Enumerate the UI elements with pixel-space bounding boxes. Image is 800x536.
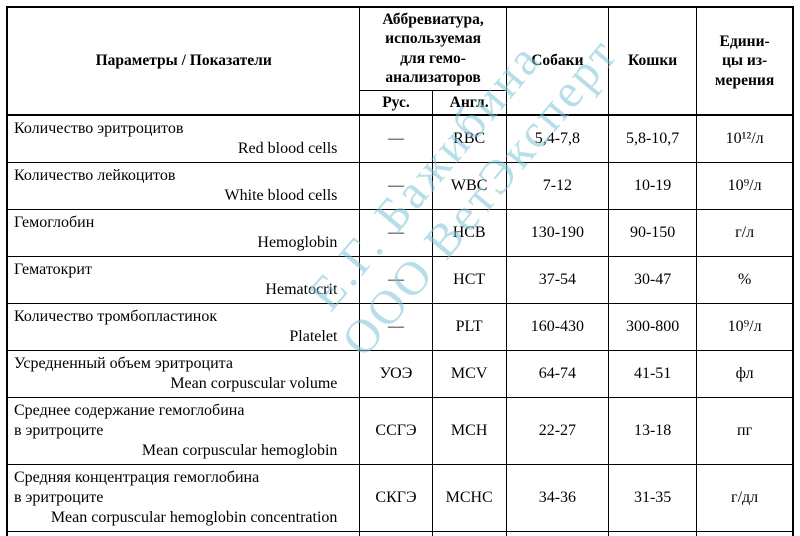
units-cell: 10⁹/л [696, 302, 794, 351]
param-cell: Скорость оседания эритроцитов [6, 530, 361, 536]
abbr-eng-cell: HCB [431, 208, 507, 257]
param-cell: Среднее содержание гемоглобина в эритроц… [6, 396, 361, 465]
table-body: Количество эритроцитов Red blood cells —… [6, 114, 794, 536]
header-dogs: Собаки [505, 6, 610, 116]
abbr-rus-cell: — [359, 114, 433, 163]
abbr-eng-cell: MCHC [431, 463, 507, 532]
abbr-rus-cell: УОЭ [359, 349, 433, 398]
cats-value-cell: 300-800 [607, 302, 698, 351]
param-cell: Усредненный объем эритроцита Mean corpus… [6, 349, 361, 398]
abbr-eng-cell: HCT [431, 255, 507, 304]
table-row: Скорость оседания эритроцитов СОЭ — 2-5 … [6, 530, 794, 536]
param-cell: Гематокрит Hematocrit [6, 255, 361, 304]
units-cell: г/л [696, 208, 794, 257]
param-name-en: Platelet [289, 327, 338, 345]
table-row: Средняя концентрация гемоглобина в эритр… [6, 463, 794, 532]
cats-value-cell: 30-47 [607, 255, 698, 304]
cats-value-cell: 31-35 [607, 463, 698, 532]
abbr-rus-cell: СОЭ [359, 530, 433, 536]
param-name-en: Mean corpuscular volume [170, 374, 338, 392]
header-abbreviation: Аббревиатура, используемая для гемо- ана… [359, 6, 507, 91]
table-row: Количество эритроцитов Red blood cells —… [6, 114, 794, 163]
header-cats: Кошки [607, 6, 698, 116]
dogs-value-cell: 7-12 [505, 161, 610, 210]
table-row: Среднее содержание гемоглобина в эритроц… [6, 396, 794, 465]
table-row: Гематокрит Hematocrit — HCT 37-54 30-47 … [6, 255, 794, 304]
units-cell: 10¹²/л [696, 114, 794, 163]
param-name-ru: Гематокрит [14, 260, 92, 278]
param-name-ru: Количество тромбопластинок [14, 307, 218, 325]
units-cell: фл [696, 349, 794, 398]
header-params: Параметры / Показатели [6, 6, 361, 116]
dogs-value-cell: 34-36 [505, 463, 610, 532]
header-row-main: Параметры / Показатели Аббревиатура, исп… [6, 6, 794, 116]
param-name-en: Hemoglobin [257, 233, 338, 251]
cats-value-cell: 10-19 [607, 161, 698, 210]
units-cell: г/дл [696, 463, 794, 532]
units-cell: мм/ч [696, 530, 794, 536]
abbr-eng-cell: PLT [431, 302, 507, 351]
table-row: Усредненный объем эритроцита Mean corpus… [6, 349, 794, 398]
table-row: Гемоглобин Hemoglobin — HCB 130-190 90-1… [6, 208, 794, 257]
param-name-en: Hematocrit [265, 280, 338, 298]
header-abbr-eng: Англ. [431, 89, 507, 116]
param-name-ru: Гемоглобин [14, 213, 95, 231]
hematology-reference-table: Параметры / Показатели Аббревиатура, исп… [6, 6, 794, 536]
units-cell: % [696, 255, 794, 304]
units-cell: пг [696, 396, 794, 465]
cats-value-cell: 41-51 [607, 349, 698, 398]
abbr-eng-cell: MCV [431, 349, 507, 398]
document-page: Параметры / Показатели Аббревиатура, исп… [0, 6, 800, 536]
abbr-rus-cell: — [359, 255, 433, 304]
param-name-en: White blood cells [224, 186, 338, 204]
param-name-ru: Усредненный объем эритроцита [14, 354, 233, 372]
table-row: Количество лейкоцитов White blood cells … [6, 161, 794, 210]
cats-value-cell: 90-150 [607, 208, 698, 257]
param-name-en: Red blood cells [237, 139, 338, 157]
param-name-ru: Количество эритроцитов [14, 119, 184, 137]
abbr-rus-cell: СКГЭ [359, 463, 433, 532]
abbr-eng-cell: WBC [431, 161, 507, 210]
dogs-value-cell: 22-27 [505, 396, 610, 465]
param-cell: Средняя концентрация гемоглобина в эритр… [6, 463, 361, 532]
param-name-ru: Количество лейкоцитов [14, 166, 176, 184]
abbr-rus-cell: — [359, 208, 433, 257]
dogs-value-cell: 160-430 [505, 302, 610, 351]
abbr-rus-cell: — [359, 302, 433, 351]
param-cell: Гемоглобин Hemoglobin [6, 208, 361, 257]
header-row-sub: Рус. Англ. [7, 89, 793, 116]
param-name-ru: Средняя концентрация гемоглобина в эритр… [14, 468, 260, 506]
param-name-en: Mean corpuscular hemoglobin concentratio… [50, 508, 338, 526]
table-header: Параметры / Показатели Аббревиатура, исп… [6, 6, 794, 116]
cats-value-cell: 13-18 [607, 396, 698, 465]
header-units: Едини- цы из- мерения [696, 6, 794, 116]
dogs-value-cell: 5,4-7,8 [505, 114, 610, 163]
abbr-rus-cell: — [359, 161, 433, 210]
header-abbr-rus: Рус. [359, 89, 433, 116]
param-name-en: Mean corpuscular hemoglobin [141, 441, 338, 459]
param-cell: Количество лейкоцитов White blood cells [6, 161, 361, 210]
param-cell: Количество эритроцитов Red blood cells [6, 114, 361, 163]
table-row: Количество тромбопластинок Platelet — PL… [6, 302, 794, 351]
dogs-value-cell: 64-74 [505, 349, 610, 398]
dogs-value-cell: 2-5 [505, 530, 610, 536]
abbr-eng-cell: MCH [431, 396, 507, 465]
units-cell: 10⁹/л [696, 161, 794, 210]
cats-value-cell: 6-10 [607, 530, 698, 536]
param-name-ru: Среднее содержание гемоглобина в эритроц… [14, 401, 245, 439]
dogs-value-cell: 130-190 [505, 208, 610, 257]
abbr-eng-cell: RBC [431, 114, 507, 163]
param-cell: Количество тромбопластинок Platelet [6, 302, 361, 351]
cats-value-cell: 5,8-10,7 [607, 114, 698, 163]
abbr-eng-cell: — [431, 530, 507, 536]
dogs-value-cell: 37-54 [505, 255, 610, 304]
abbr-rus-cell: ССГЭ [359, 396, 433, 465]
